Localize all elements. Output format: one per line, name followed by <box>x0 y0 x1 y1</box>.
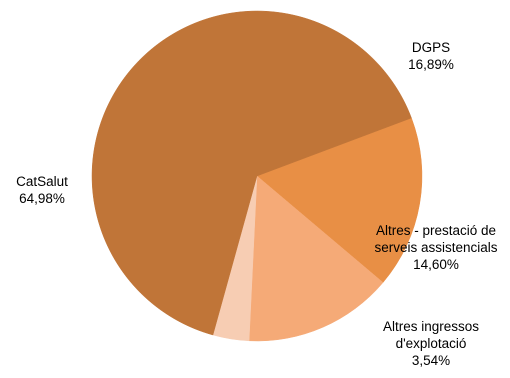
slice-name-1: Altres - prestació de <box>376 223 496 238</box>
slice-name-1: serveis assistencials <box>374 240 497 255</box>
pie-slice-3 <box>91 10 412 336</box>
slice-name-2: d'explotació <box>396 336 467 351</box>
pie-slice-0 <box>256 117 423 283</box>
slice-name-2: Altres ingressos <box>383 319 479 334</box>
slice-label-1: Altres - prestació de serveis assistencia… <box>374 223 497 272</box>
slice-label-0: DGPS 16,89% <box>408 40 454 72</box>
slice-name-0: DGPS <box>412 40 450 55</box>
slice-label-2: Altres ingressos d'explotació 3,54% <box>383 319 479 368</box>
slice-value-2: 3,54% <box>412 353 450 368</box>
slice-value-3: 64,98% <box>19 191 65 206</box>
pie-slice-1 <box>248 175 384 342</box>
pie-labels: DGPS 16,89% Altres - prestació de serveis a… <box>16 40 498 368</box>
pie-slices <box>91 10 423 342</box>
slice-name-3: CatSalut <box>16 174 68 189</box>
slice-label-3: CatSalut 64,98% <box>16 174 68 206</box>
slice-value-1: 14,60% <box>413 257 459 272</box>
slice-value-0: 16,89% <box>408 57 454 72</box>
